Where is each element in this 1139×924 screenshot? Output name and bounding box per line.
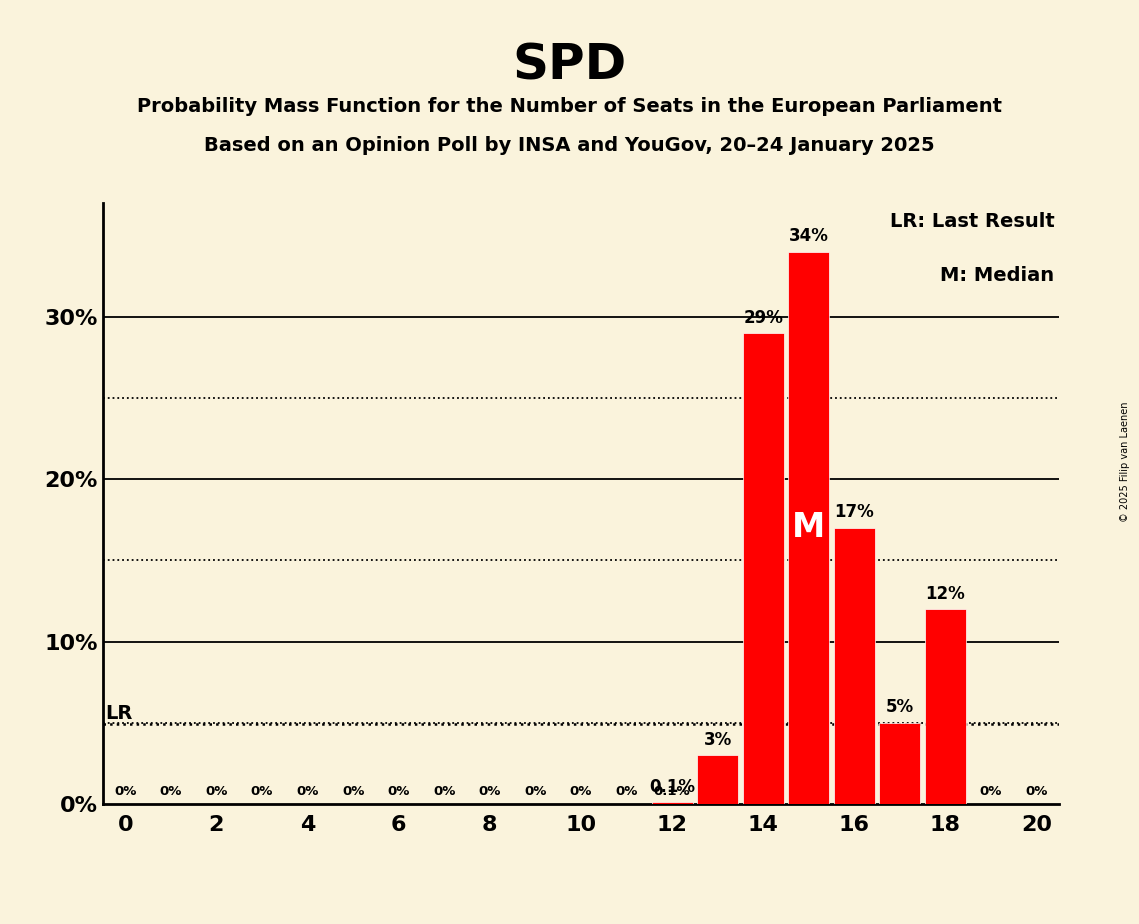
- Bar: [697, 755, 738, 804]
- Text: 17%: 17%: [835, 504, 874, 521]
- Text: 0%: 0%: [433, 785, 456, 798]
- Text: LR: Last Result: LR: Last Result: [890, 213, 1055, 231]
- Text: 0%: 0%: [570, 785, 592, 798]
- Text: 29%: 29%: [743, 309, 784, 327]
- Text: 0%: 0%: [615, 785, 638, 798]
- Text: 12%: 12%: [926, 585, 965, 602]
- Text: 34%: 34%: [788, 227, 829, 246]
- Text: 0%: 0%: [296, 785, 319, 798]
- Text: 0%: 0%: [205, 785, 228, 798]
- Bar: [879, 723, 920, 804]
- Text: Probability Mass Function for the Number of Seats in the European Parliament: Probability Mass Function for the Number…: [137, 97, 1002, 116]
- Text: 0.1%: 0.1%: [654, 785, 690, 798]
- Bar: [743, 334, 784, 804]
- Text: LR: LR: [105, 704, 132, 723]
- Bar: [834, 528, 875, 804]
- Text: 0%: 0%: [387, 785, 410, 798]
- Bar: [925, 609, 966, 804]
- Text: 3%: 3%: [704, 731, 731, 748]
- Text: 0%: 0%: [251, 785, 273, 798]
- Text: © 2025 Filip van Laenen: © 2025 Filip van Laenen: [1121, 402, 1130, 522]
- Text: M: Median: M: Median: [941, 266, 1055, 286]
- Text: 0%: 0%: [980, 785, 1002, 798]
- Text: SPD: SPD: [513, 42, 626, 90]
- Text: 5%: 5%: [886, 699, 913, 716]
- Bar: [788, 252, 829, 804]
- Text: 0%: 0%: [478, 785, 501, 798]
- Text: 0%: 0%: [159, 785, 182, 798]
- Text: M: M: [792, 511, 826, 544]
- Text: 0%: 0%: [524, 785, 547, 798]
- Text: 0.1%: 0.1%: [649, 778, 695, 796]
- Text: 0%: 0%: [114, 785, 137, 798]
- Text: 0%: 0%: [1025, 785, 1048, 798]
- Bar: [652, 802, 693, 804]
- Text: 0%: 0%: [342, 785, 364, 798]
- Text: Based on an Opinion Poll by INSA and YouGov, 20–24 January 2025: Based on an Opinion Poll by INSA and You…: [204, 136, 935, 155]
